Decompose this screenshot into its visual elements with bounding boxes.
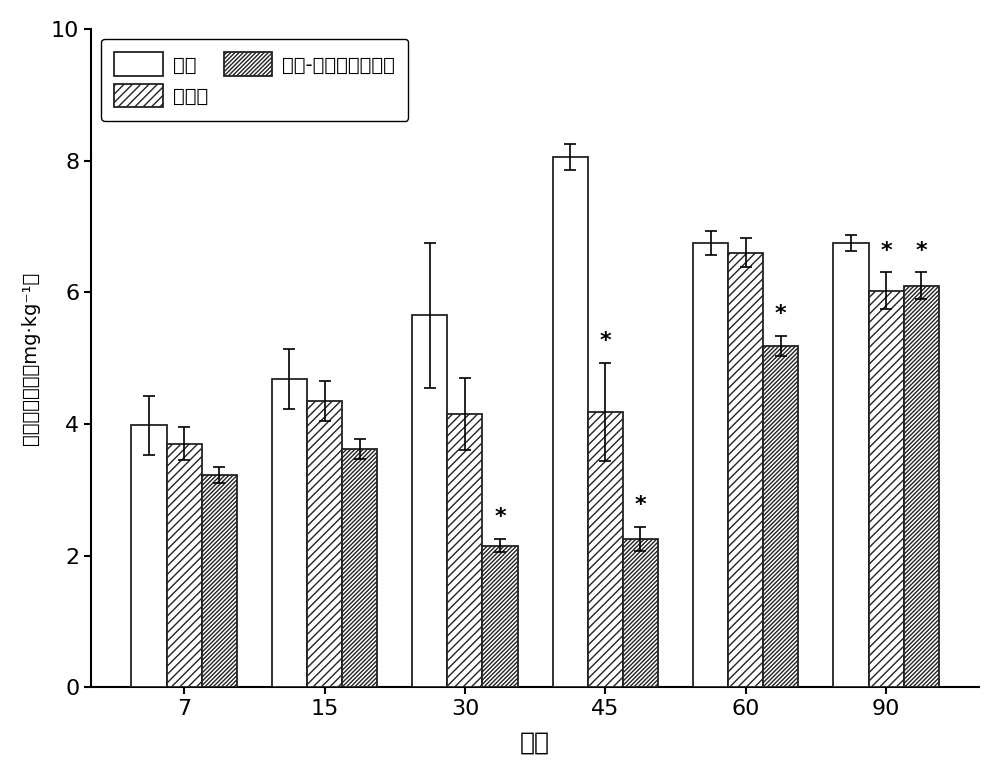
- Bar: [869, 291, 904, 687]
- Bar: [833, 243, 869, 687]
- Bar: [412, 315, 447, 687]
- Bar: [272, 379, 307, 687]
- Bar: [553, 157, 588, 687]
- Text: *: *: [880, 240, 892, 260]
- Text: *: *: [775, 305, 787, 325]
- Bar: [131, 425, 167, 687]
- Text: *: *: [494, 508, 506, 527]
- Bar: [588, 412, 623, 687]
- Text: *: *: [635, 495, 646, 515]
- X-axis label: 天数: 天数: [520, 730, 550, 754]
- Legend: 对照, 生物炭, 硫基-疏基改性生物炭: 对照, 生物炭, 硫基-疏基改性生物炭: [101, 39, 408, 121]
- Bar: [728, 253, 763, 687]
- Bar: [167, 443, 202, 687]
- Bar: [202, 475, 237, 687]
- Bar: [307, 401, 342, 687]
- Text: *: *: [600, 331, 611, 351]
- Bar: [342, 449, 377, 687]
- Bar: [763, 346, 798, 687]
- Bar: [482, 546, 518, 687]
- Bar: [447, 414, 482, 687]
- Y-axis label: 有效态镉含量（mg·kg⁻¹）: 有效态镉含量（mg·kg⁻¹）: [21, 271, 40, 445]
- Text: *: *: [915, 240, 927, 260]
- Bar: [623, 539, 658, 687]
- Bar: [904, 286, 939, 687]
- Bar: [693, 243, 728, 687]
